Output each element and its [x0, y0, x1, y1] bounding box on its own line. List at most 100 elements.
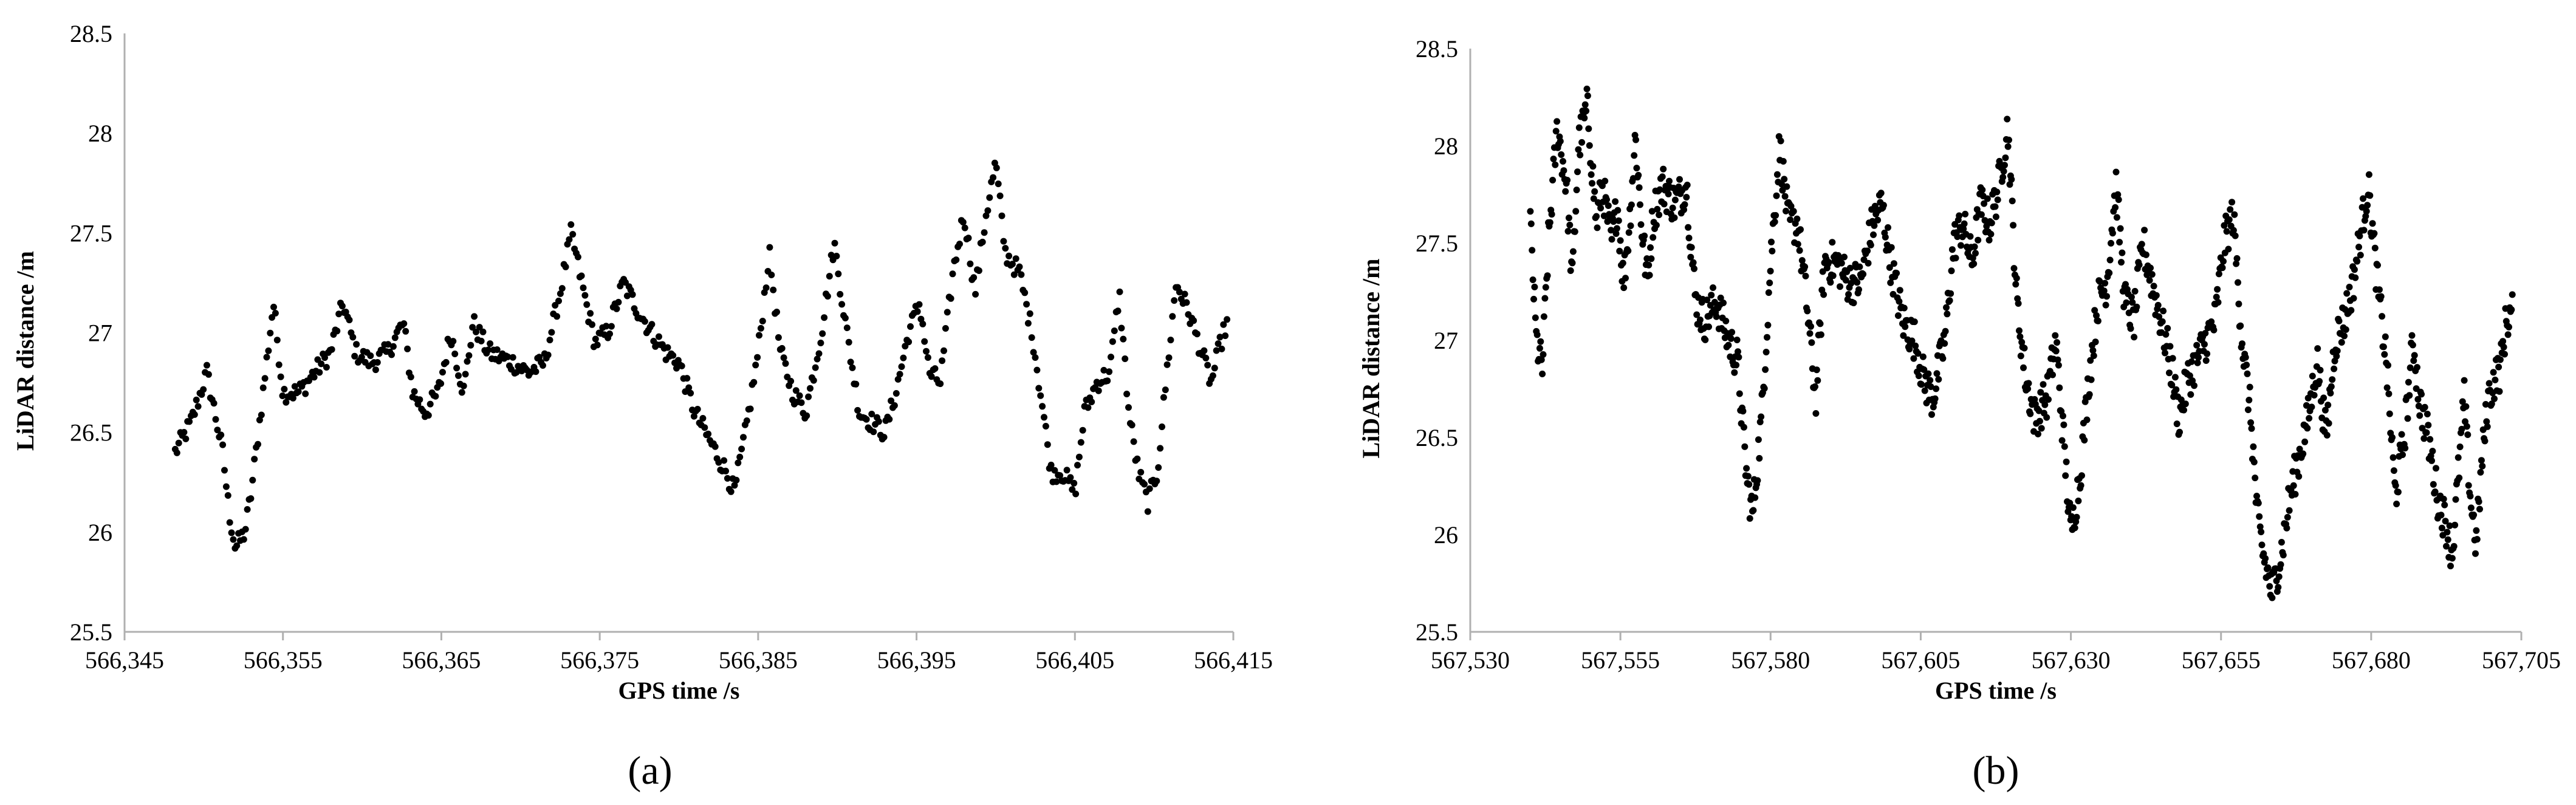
data-point-b — [2255, 499, 2262, 507]
data-point-b — [2062, 472, 2069, 479]
data-point-a — [581, 292, 589, 299]
data-point-a — [1153, 478, 1160, 485]
data-point-a — [198, 391, 205, 398]
x-tick-label-a: 566,385 — [719, 646, 798, 674]
data-point-a — [221, 467, 228, 474]
data-point-a — [1162, 386, 1169, 394]
data-point-b — [2366, 192, 2374, 199]
data-point-b — [1783, 183, 1790, 190]
data-point-b — [2204, 350, 2211, 357]
data-point-b — [1777, 137, 1784, 145]
data-point-a — [937, 380, 944, 388]
x-tick-label-a: 566,355 — [244, 646, 323, 674]
data-point-a — [888, 397, 895, 405]
data-point-b — [2150, 283, 2157, 290]
data-point-b — [2146, 277, 2153, 284]
data-point-b — [1594, 224, 1601, 231]
data-point-a — [919, 320, 927, 327]
data-point-b — [1564, 228, 1572, 235]
data-point-b — [2278, 539, 2285, 546]
data-point-b — [2171, 374, 2179, 381]
data-point-b — [1764, 334, 1770, 341]
data-point-a — [981, 229, 988, 236]
data-point-a — [385, 341, 392, 348]
data-point-b — [2429, 448, 2436, 454]
data-point-b — [2433, 465, 2439, 472]
data-point-a — [244, 506, 251, 513]
data-point-b — [2389, 434, 2396, 441]
data-point-a — [353, 341, 360, 348]
y-tick-label-a: 25.5 — [70, 618, 112, 646]
data-point-b — [2369, 220, 2376, 227]
data-point-b — [1688, 244, 1695, 251]
data-point-a — [226, 519, 233, 526]
data-point-a — [212, 416, 219, 423]
data-point-b — [1931, 395, 1939, 402]
data-point-a — [905, 338, 913, 346]
data-point-b — [1717, 294, 1724, 301]
data-point-a — [279, 392, 286, 399]
data-point-b — [2409, 341, 2416, 349]
data-point-b — [1540, 313, 1547, 320]
data-point-a — [1104, 377, 1111, 385]
data-point-b — [1741, 443, 1749, 450]
data-point-b — [2258, 541, 2266, 549]
data-point-a — [996, 192, 1004, 199]
data-point-a — [1012, 255, 1019, 262]
data-point-a — [880, 434, 888, 441]
data-point-a — [694, 406, 701, 413]
data-point-b — [1666, 177, 1673, 185]
data-point-b — [2351, 266, 2358, 273]
data-point-b — [2246, 383, 2253, 391]
data-point-b — [2231, 211, 2238, 218]
data-point-b — [2186, 372, 2193, 379]
data-point-b — [2256, 513, 2263, 520]
data-point-a — [402, 327, 409, 335]
data-point-a — [1202, 354, 1210, 361]
data-point-a — [854, 406, 862, 414]
data-point-b — [2244, 370, 2251, 377]
data-point-a — [833, 253, 840, 259]
data-point-b — [1855, 286, 1862, 293]
data-point-b — [1783, 207, 1789, 214]
data-point-b — [2443, 543, 2450, 550]
data-point-b — [1787, 202, 1795, 210]
data-point-b — [1600, 212, 1608, 219]
data-point-a — [819, 330, 826, 337]
data-point-b — [1867, 241, 1874, 248]
data-point-b — [1750, 507, 1757, 514]
data-point-b — [2490, 369, 2497, 376]
data-point-b — [2114, 191, 2122, 198]
data-point-b — [1691, 265, 1697, 272]
data-point-b — [2008, 176, 2015, 183]
data-point-b — [2360, 227, 2368, 234]
data-point-b — [2444, 536, 2451, 543]
data-point-b — [2131, 334, 2138, 341]
data-point-a — [721, 457, 728, 464]
data-point-a — [204, 361, 210, 369]
data-point-b — [1552, 128, 1560, 135]
data-point-b — [2292, 491, 2299, 498]
data-point-b — [2061, 443, 2068, 450]
data-point-b — [2333, 352, 2340, 360]
data-point-b — [2253, 493, 2260, 499]
data-point-b — [1941, 340, 1948, 347]
data-point-a — [838, 301, 846, 308]
data-point-b — [1802, 272, 1809, 279]
data-point-b — [2243, 361, 2250, 369]
data-point-b — [1817, 320, 1824, 327]
data-point-a — [979, 238, 986, 245]
data-point-b — [2354, 258, 2361, 265]
data-point-a — [826, 273, 833, 280]
data-point-b — [2306, 415, 2313, 422]
data-point-a — [270, 303, 277, 310]
data-point-b — [2247, 419, 2255, 426]
data-point-b — [2385, 361, 2391, 369]
data-point-a — [291, 383, 298, 390]
data-point-b — [2092, 338, 2099, 346]
data-point-b — [2036, 417, 2043, 425]
data-point-a — [752, 361, 759, 369]
data-point-a — [664, 344, 671, 351]
data-point-b — [1586, 142, 1593, 149]
data-point-a — [831, 239, 838, 247]
